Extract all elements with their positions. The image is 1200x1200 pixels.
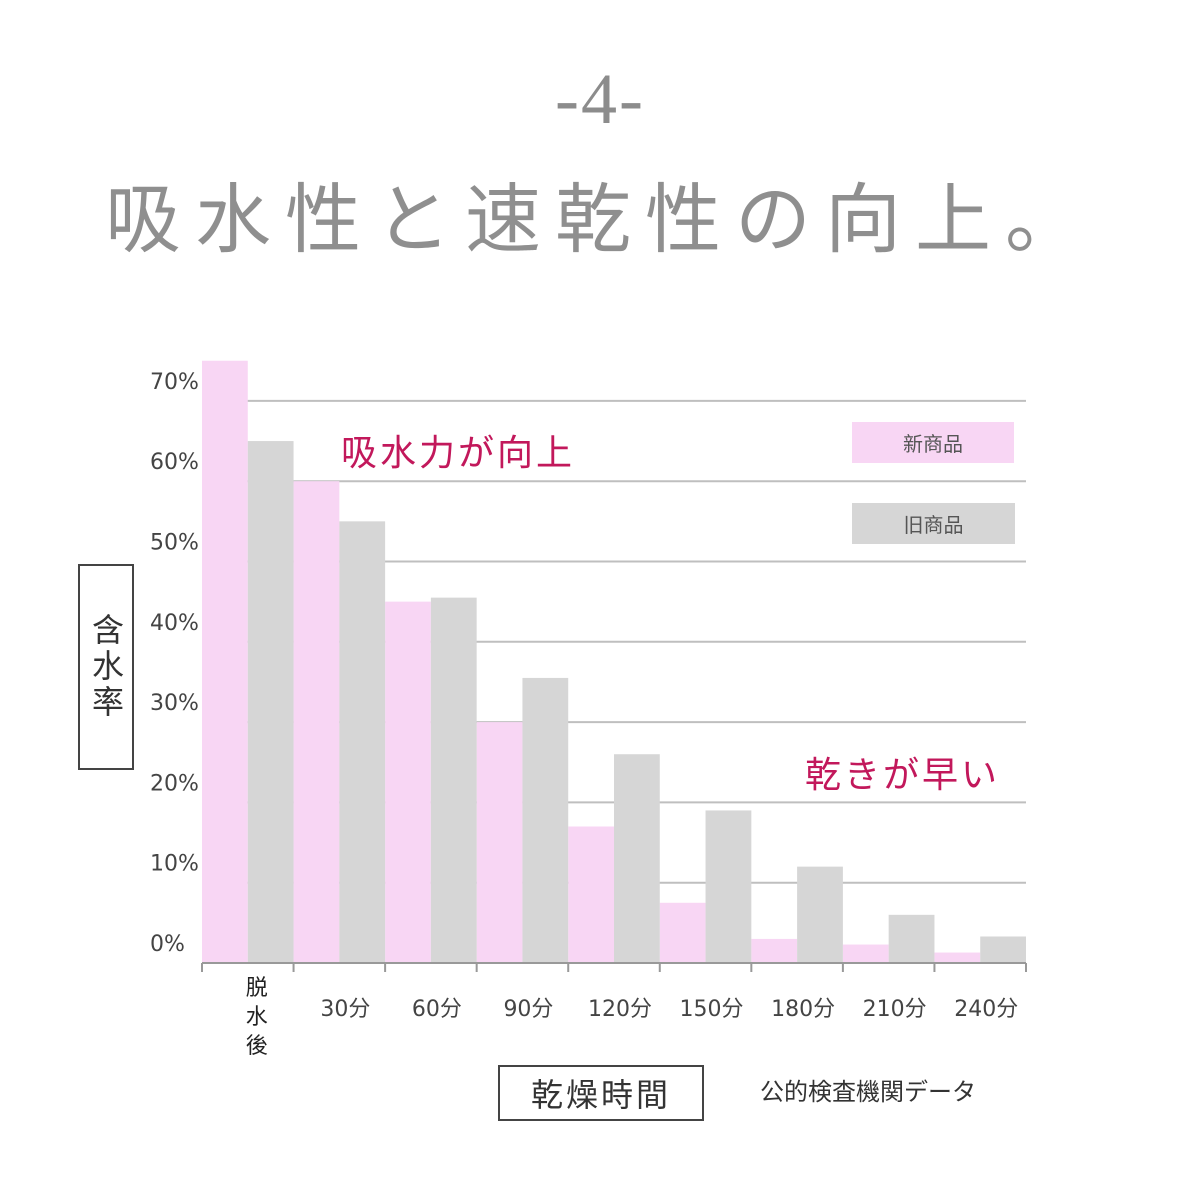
y-tick-label: 0% <box>150 932 185 957</box>
bar-old-product <box>522 677 569 963</box>
bar-old-product <box>888 914 935 963</box>
y-axis-label: 含水率 <box>87 613 125 721</box>
bar-new-product <box>659 902 706 963</box>
bar-old-product <box>797 866 843 963</box>
bar-new-product <box>568 826 614 963</box>
bar-new-product <box>842 944 889 963</box>
y-tick-label: 50% <box>150 531 199 556</box>
absorb-callout: 吸水力が向上 <box>341 433 576 474</box>
bar-new-product <box>293 481 340 963</box>
bar-old-product <box>705 810 752 963</box>
x-axis-label-box: 乾燥時間 <box>498 1065 704 1121</box>
x-tick-label: 60分 <box>412 997 462 1022</box>
page-title: 吸水性と速乾性の向上。 <box>105 175 1095 264</box>
x-tick-label: 90分 <box>503 997 553 1022</box>
x-tick-label: 180分 <box>771 997 835 1022</box>
bar-old-product <box>247 441 294 963</box>
bar-new-product <box>934 952 981 963</box>
dry-callout: 乾きが早い <box>805 755 1001 796</box>
axes: 0% 10% 20% 30% 40% 50% 60% 70% 脱水後 30分 60分 90分 120分 1… <box>150 370 1027 1059</box>
bar-old-product <box>430 597 477 963</box>
bar-new-product <box>476 722 523 963</box>
x-tick-label: 240分 <box>954 997 1018 1022</box>
x-tick-label: 150分 <box>680 997 744 1022</box>
y-tick-label: 40% <box>150 611 199 636</box>
bar-new-product <box>202 360 248 963</box>
bar-old-product <box>339 521 386 963</box>
legend-old-product: 旧商品 <box>852 503 1015 544</box>
x-tick-label: 脱水後 <box>246 976 268 1059</box>
x-tick-label: 120分 <box>588 997 652 1022</box>
bars <box>202 360 1026 963</box>
data-source-note: 公的検査機関データ <box>760 1078 976 1106</box>
x-axis-label: 乾燥時間 <box>530 1076 671 1114</box>
y-tick-label: 30% <box>150 691 199 716</box>
section-number: -4- <box>555 59 645 139</box>
bar-new-product <box>385 601 431 963</box>
y-tick-label: 20% <box>150 771 199 796</box>
y-axis-label-box: 含水率 <box>78 564 134 770</box>
bar-old-product <box>980 936 1026 963</box>
x-tick-label: 30分 <box>320 997 370 1022</box>
bar-old-product <box>614 754 660 963</box>
legend-new-product: 新商品 <box>852 422 1014 463</box>
x-tick-label: 210分 <box>863 997 927 1022</box>
y-tick-label: 10% <box>150 852 199 877</box>
y-tick-label: 60% <box>150 450 199 475</box>
bar-new-product <box>751 938 798 963</box>
y-tick-label: 70% <box>150 370 199 395</box>
